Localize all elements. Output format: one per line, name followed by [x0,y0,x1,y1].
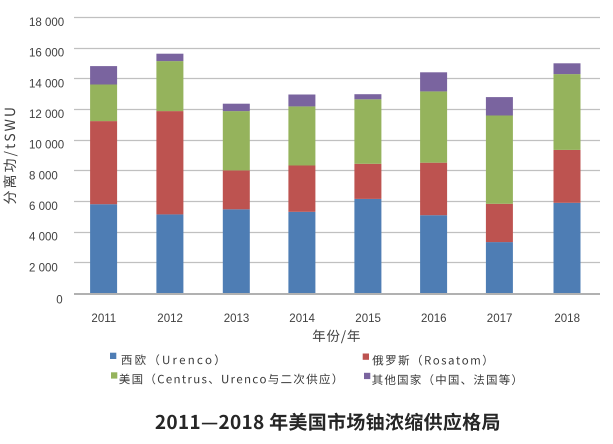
svg-text:2017: 2017 [487,313,513,325]
svg-text:8 000: 8 000 [29,170,58,182]
svg-text:18 000: 18 000 [29,17,64,29]
svg-text:14 000: 14 000 [29,78,64,90]
svg-text:6 000: 6 000 [29,201,58,213]
svg-text:2012: 2012 [157,313,183,325]
svg-text:16 000: 16 000 [29,48,64,60]
svg-text:2014: 2014 [289,313,315,325]
svg-text:2016: 2016 [421,313,447,325]
svg-text:4 000: 4 000 [29,232,58,244]
svg-text:12 000: 12 000 [29,109,64,121]
svg-text:2015: 2015 [355,313,381,325]
svg-text:2011: 2011 [91,313,116,325]
svg-text:2 000: 2 000 [29,262,58,274]
svg-text:0: 0 [56,295,62,307]
svg-text:2013: 2013 [224,313,250,325]
svg-text:2018: 2018 [554,313,580,325]
svg-text:10 000: 10 000 [29,140,64,152]
